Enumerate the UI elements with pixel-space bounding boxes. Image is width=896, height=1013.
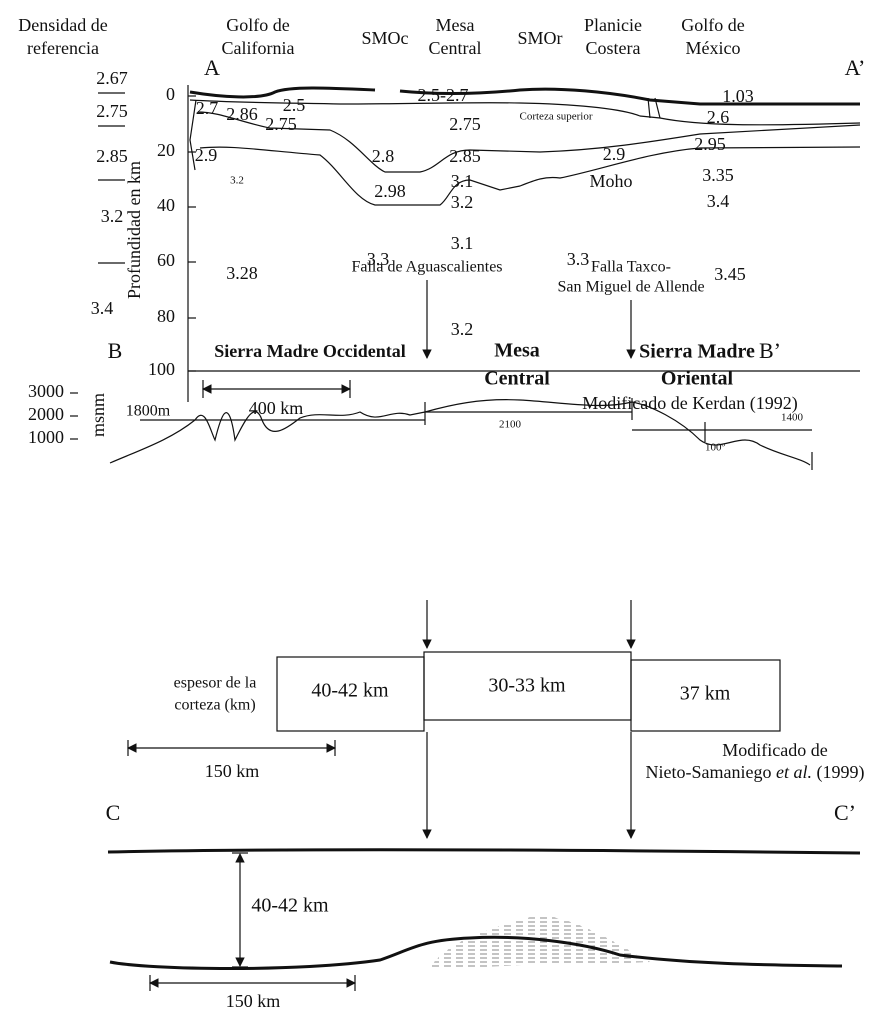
section-end: C’ [834, 800, 856, 825]
province: Oriental [661, 368, 734, 390]
tick-label: 80 [157, 306, 175, 326]
density-label: 3.2 [451, 192, 474, 212]
density-label: 2.6 [707, 107, 730, 127]
density-label: 2.86 [226, 104, 258, 124]
fault-label: San Miguel de Allende [557, 279, 704, 296]
density-label: 3.4 [707, 191, 730, 211]
tick-label: 60 [157, 250, 175, 270]
section-end: C [106, 800, 121, 825]
scale-label: 150 km [226, 991, 281, 1011]
density-label: 2.98 [374, 181, 406, 201]
moho [200, 147, 860, 205]
tick-label: 40 [157, 195, 175, 215]
region-label: México [686, 38, 741, 58]
thickness-value: 40-42 km [311, 680, 389, 702]
scale-label: 150 km [205, 761, 260, 781]
reference-density: 2.85 [96, 146, 128, 166]
section-end: B’ [759, 338, 781, 363]
axis-label: msnm [88, 393, 108, 437]
source: Modificado de [722, 740, 827, 760]
density-label: 2.9 [603, 144, 626, 164]
section-end: B [108, 338, 123, 363]
profile-label: 1400 [781, 412, 804, 424]
province: Mesa [494, 340, 540, 362]
thickness-value: 37 km [680, 683, 731, 705]
axis-label: Profundidad en km [124, 161, 144, 299]
density-label: Moho [589, 171, 632, 191]
province: Sierra Madre Occidental [214, 341, 406, 361]
density-label: 2.7 [196, 98, 219, 118]
figure: Densidad de referencia 2.67 2.75 2.85 3.2 3.4 A… [0, 0, 896, 1013]
density-label: 3.45 [714, 264, 746, 284]
thickness-value: 30-33 km [488, 675, 566, 697]
section-end: A’ [845, 55, 866, 80]
region-label: SMOc [361, 28, 408, 48]
region-label: Planicie [584, 15, 642, 35]
province: Sierra Madre [639, 341, 755, 363]
thickness-label: corteza (km) [174, 697, 255, 714]
fault-label: Falla Taxco- [591, 259, 671, 276]
tick-label: 1000 [28, 427, 64, 447]
region-label: Costera [586, 38, 641, 58]
region-label: Central [429, 38, 482, 58]
density-label: 1.03 [722, 86, 754, 106]
tick-label: 3000 [28, 381, 64, 401]
fault [190, 98, 660, 170]
reference-title: Densidad de [18, 15, 107, 35]
density-label: 2.75 [265, 114, 297, 134]
profile-label: 100º [705, 442, 726, 454]
section-end: A [204, 55, 220, 80]
page: {"section_a": {"reference_title": ["Dens… [0, 0, 896, 1013]
density-label: 2.95 [694, 134, 726, 154]
density-label: 3.28 [226, 263, 258, 283]
density-label: 2.85 [449, 146, 481, 166]
region-label: SMOr [517, 28, 562, 48]
reference-density: 3.4 [91, 298, 114, 318]
tick-label: 100 [148, 359, 175, 379]
reference-density: 2.67 [96, 68, 128, 88]
tick-label: 20 [157, 140, 175, 160]
region-label: Mesa [436, 15, 475, 35]
scale-label: 400 km [249, 398, 304, 418]
section-b-shapes [110, 280, 812, 838]
density-label: 3.1 [451, 233, 474, 253]
section-c-shapes [108, 850, 860, 991]
reference-density: 3.2 [101, 206, 124, 226]
density-label: 3.1 [451, 171, 474, 191]
thickness-value: 40-42 km [251, 895, 329, 917]
tick-label: 0 [166, 84, 175, 104]
density-label: 2.8 [372, 146, 395, 166]
density-label: 2.9 [195, 145, 218, 165]
source-year: (1999) [812, 762, 865, 783]
reference-title: referencia [27, 38, 99, 58]
density-label: 2.5-2.7 [418, 85, 469, 105]
source: Nieto-Samaniego et al. (1999) [646, 762, 865, 783]
density-label: Corteza superior [520, 111, 593, 123]
density-label: 3.2 [230, 175, 244, 187]
source-italic: et al. [776, 762, 812, 782]
profile-label: 1800m [126, 403, 171, 420]
region-label: Golfo de [681, 15, 744, 35]
density-label: 3.2 [451, 319, 474, 339]
province: Central [484, 368, 550, 390]
density-label: 2.5 [283, 95, 306, 115]
density-label: 3.3 [567, 249, 590, 269]
density-label: 3.35 [702, 165, 734, 185]
region-label: California [222, 38, 295, 58]
tick-label: 2000 [28, 404, 64, 424]
region-label: Golfo de [226, 15, 289, 35]
source: Modificado de Kerdan (1992) [582, 393, 797, 414]
profile-label: 2100 [499, 419, 522, 431]
density-label: 2.75 [449, 114, 481, 134]
reference-density: 2.75 [96, 101, 128, 121]
fault-label: Falla de Aguascalientes [351, 259, 502, 276]
thickness-label: espesor de la [174, 675, 257, 692]
